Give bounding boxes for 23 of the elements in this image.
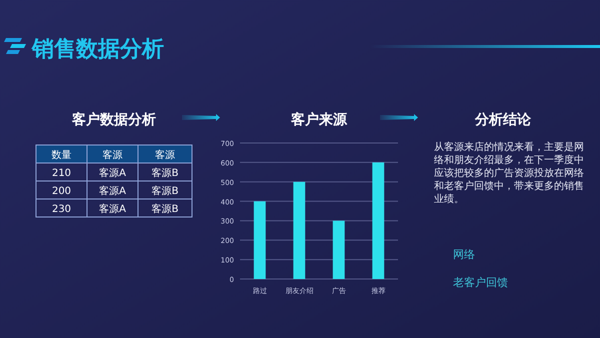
bar xyxy=(254,201,266,279)
bar xyxy=(332,220,345,279)
bar xyxy=(293,182,306,279)
text: 从客源来店的情况来看，主要是网络和朋友介绍最多，在下一季度中应该把较多的广告资源投放在网络和老客户回馈中，带来更多的销售业绩。 xyxy=(434,141,584,205)
text: 客户数据分析 xyxy=(71,111,156,128)
text: 分析结论 xyxy=(474,112,532,128)
text: 210 xyxy=(52,168,72,179)
text: 客源B xyxy=(152,168,178,179)
chart-title: 客户来源 xyxy=(290,111,348,128)
text: 客源A xyxy=(99,168,126,179)
text: 网络 xyxy=(453,248,475,261)
category-label: 数量 xyxy=(52,150,72,161)
category-label: 客源 xyxy=(102,149,122,161)
text: 客源B xyxy=(152,186,178,197)
category-label: 客源 xyxy=(155,149,175,161)
text: 客源A xyxy=(99,186,126,197)
text: 230 xyxy=(52,204,72,215)
text: 200 xyxy=(52,186,72,197)
text: 客源A xyxy=(99,204,126,215)
text: 销售数据分析 xyxy=(31,37,164,62)
bar xyxy=(372,162,384,279)
text: 老客户回馈 xyxy=(453,276,508,289)
text: 客源B xyxy=(152,204,178,215)
